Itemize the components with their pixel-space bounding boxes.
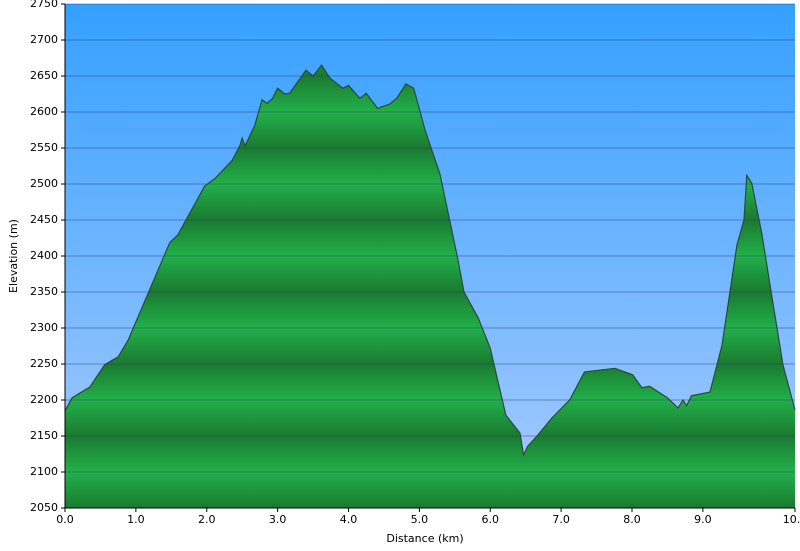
y-tick-label: 2450	[30, 213, 58, 226]
y-tick-label: 2100	[30, 465, 58, 478]
y-tick-label: 2500	[30, 177, 58, 190]
x-tick-label: 7.0	[552, 513, 570, 526]
y-tick-label: 2250	[30, 357, 58, 370]
x-tick-label: 3.0	[269, 513, 287, 526]
x-tick-label: 5.0	[411, 513, 429, 526]
elevation-area	[65, 65, 795, 508]
elevation-line	[64, 64, 796, 457]
x-tick-label: 8.0	[623, 513, 641, 526]
y-tick-label: 2200	[30, 393, 58, 406]
y-tick-label: 2650	[30, 69, 58, 82]
x-tick-label: 6.0	[481, 513, 499, 526]
x-tick-label: 9.0	[694, 513, 712, 526]
x-tick-label: 10.3	[783, 513, 800, 526]
y-tick-label: 2600	[30, 105, 58, 118]
y-tick-label: 2400	[30, 249, 58, 262]
y-tick-label: 2300	[30, 321, 58, 334]
y-tick-label: 2050	[30, 501, 58, 514]
y-axis-label: Elevation (m)	[7, 219, 20, 293]
y-tick-label: 2750	[30, 0, 58, 10]
y-tick-label: 2350	[30, 285, 58, 298]
x-axis-label: Distance (km)	[386, 532, 463, 545]
x-tick-label: 0.0	[56, 513, 74, 526]
y-tick-label: 2700	[30, 33, 58, 46]
x-tick-label: 2.0	[198, 513, 216, 526]
y-tick-label: 2150	[30, 429, 58, 442]
y-tick-label: 2550	[30, 141, 58, 154]
x-tick-label: 4.0	[340, 513, 358, 526]
x-tick-label: 1.0	[127, 513, 145, 526]
